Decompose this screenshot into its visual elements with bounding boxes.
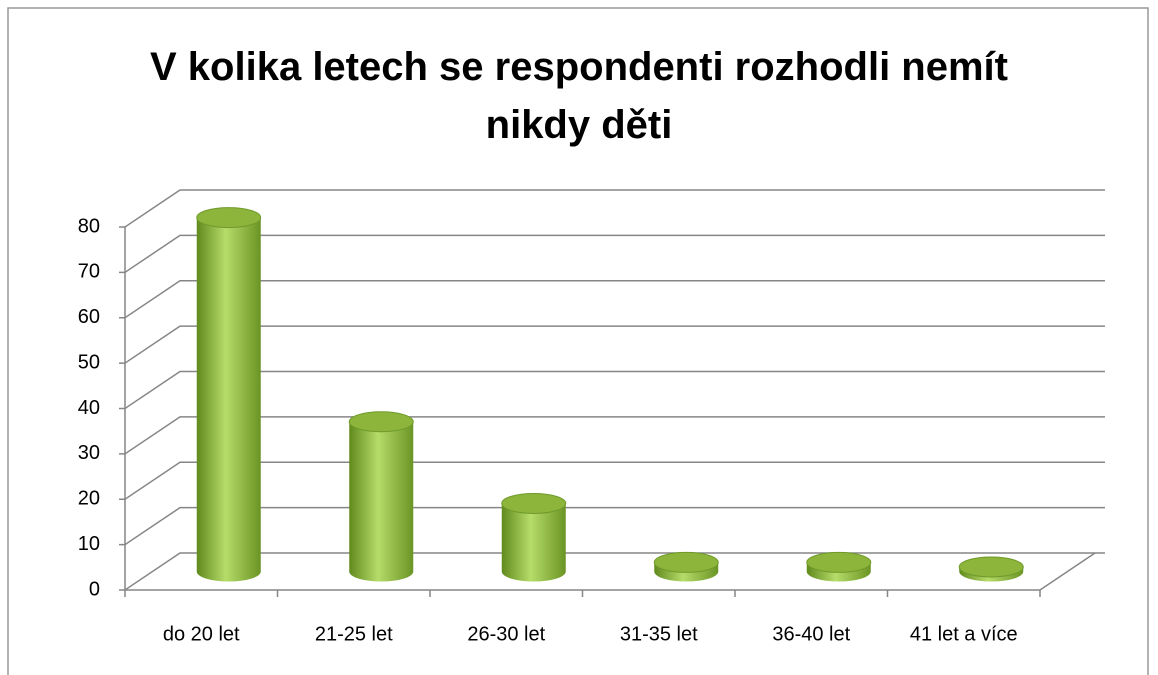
y-tick-label: 60 — [78, 306, 100, 328]
y-tick-label: 40 — [78, 397, 100, 419]
grid-line — [124, 280, 1105, 319]
bar-top — [196, 207, 262, 229]
bar — [501, 503, 566, 582]
grid-line — [124, 552, 1105, 591]
chart-title: V kolika letech se respondenti rozhodli … — [150, 45, 1008, 147]
grid-line — [124, 461, 1105, 500]
bar-top — [958, 556, 1024, 578]
grid-line — [124, 370, 1105, 410]
bar-top — [501, 492, 567, 514]
bar-top — [806, 551, 872, 573]
x-tick-label: 41 let a více — [910, 623, 1018, 645]
x-axis — [125, 552, 1096, 591]
grid-line — [124, 325, 1105, 364]
grid-line — [124, 234, 1105, 273]
x-tick-label: 36-40 let — [772, 623, 850, 645]
bar — [349, 421, 414, 582]
y-tick-label: 70 — [78, 261, 100, 283]
y-tick-label: 0 — [89, 578, 100, 600]
y-tick-label: 80 — [78, 215, 100, 237]
bar-top — [348, 411, 414, 433]
x-tick-label: 26-30 let — [467, 623, 545, 645]
grid-line — [124, 416, 1105, 455]
x-tick-label: do 20 let — [163, 623, 240, 645]
y-tick-label: 50 — [78, 351, 100, 373]
bar — [196, 217, 261, 582]
x-tick-label: 31-35 let — [620, 623, 698, 645]
chart-frame — [7, 7, 1149, 675]
grid-line — [124, 189, 1105, 228]
bar-top — [653, 551, 719, 573]
y-tick-label: 30 — [78, 442, 100, 464]
y-tick-label: 10 — [78, 533, 100, 555]
x-tick-label: 21-25 let — [315, 623, 393, 645]
grid-line — [124, 506, 1105, 546]
y-tick-label: 20 — [78, 488, 100, 510]
